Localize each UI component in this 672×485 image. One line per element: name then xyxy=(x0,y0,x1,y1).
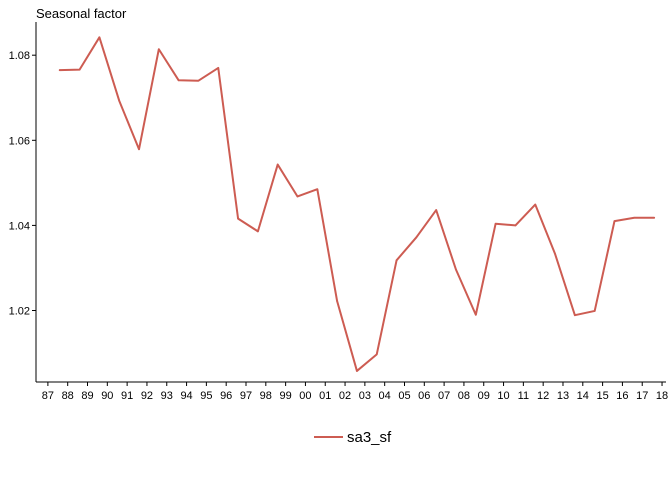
x-tick-label: 94 xyxy=(180,390,192,402)
data-point xyxy=(217,67,220,69)
x-tick-label: 17 xyxy=(636,390,648,402)
data-point xyxy=(276,163,279,166)
data-point xyxy=(613,220,616,222)
x-tick-label: 97 xyxy=(240,390,252,402)
x-tick-label: 92 xyxy=(141,390,153,402)
data-point xyxy=(574,314,576,316)
x-tick-label: 98 xyxy=(260,390,272,402)
x-tick-label: 06 xyxy=(418,390,430,402)
data-point xyxy=(138,148,140,151)
x-tick-label: 12 xyxy=(537,390,549,402)
data-point xyxy=(296,195,299,198)
x-tick-label: 15 xyxy=(596,390,608,402)
x-tick-label: 05 xyxy=(398,390,410,402)
y-tick-label: 1.04 xyxy=(9,220,30,232)
data-point xyxy=(316,188,319,191)
data-point xyxy=(514,224,517,227)
x-tick-label: 11 xyxy=(518,390,529,402)
x-tick-label: 89 xyxy=(81,390,93,402)
x-tick-label: 87 xyxy=(42,390,54,402)
x-tick-label: 13 xyxy=(557,390,569,402)
data-point xyxy=(197,79,200,82)
data-point xyxy=(554,253,556,255)
x-tick-label: 08 xyxy=(458,390,470,402)
x-tick-label: 95 xyxy=(200,390,212,402)
data-point xyxy=(395,259,398,262)
x-axis: 87 88 89 90 91 92 93 94 95 96 97 98 99 00 01 02 03 04 05 06… xyxy=(36,381,668,402)
y-axis: 1.02 1.04 1.06 1.08 xyxy=(9,22,37,382)
data-point xyxy=(455,268,457,271)
x-tick-label: 01 xyxy=(319,390,331,402)
x-tick-label: 88 xyxy=(62,390,74,402)
data-point xyxy=(257,230,259,233)
data-point xyxy=(475,313,477,316)
x-tick-label: 07 xyxy=(438,390,450,402)
x-tick-label: 00 xyxy=(299,390,311,402)
y-tick-label: 1.06 xyxy=(9,135,30,147)
data-point xyxy=(58,69,61,71)
data-point xyxy=(534,203,537,206)
x-tick-label: 93 xyxy=(161,390,173,402)
data-point xyxy=(494,222,497,225)
legend-label-sa3-sf: sa3_sf xyxy=(347,429,392,446)
data-point xyxy=(336,300,338,302)
data-point xyxy=(593,310,596,312)
y-axis-title: Seasonal factor xyxy=(36,6,127,21)
data-point xyxy=(118,99,121,102)
x-tick-label: 16 xyxy=(616,390,628,402)
series-layer xyxy=(58,36,656,372)
x-tick-label: 91 xyxy=(121,390,133,402)
data-point xyxy=(158,48,160,51)
y-tick-label: 1.02 xyxy=(9,306,30,318)
x-tick-label: 90 xyxy=(101,390,113,402)
x-tick-label: 18 xyxy=(656,390,668,402)
data-point xyxy=(237,217,239,220)
data-point xyxy=(356,370,358,372)
series-line-sa3-sf xyxy=(58,36,656,372)
data-point xyxy=(177,79,180,82)
x-tick-label: 04 xyxy=(379,390,391,402)
x-tick-label: 02 xyxy=(339,390,351,402)
data-point xyxy=(78,68,81,71)
x-tick-label: 10 xyxy=(497,390,509,402)
legend: sa3_sf xyxy=(314,429,392,446)
data-point xyxy=(435,209,437,211)
data-point xyxy=(98,36,101,39)
x-tick-label: 99 xyxy=(279,390,291,402)
data-point xyxy=(633,216,636,219)
data-point xyxy=(415,236,418,239)
y-tick-label: 1.08 xyxy=(9,50,30,62)
x-tick-label: 96 xyxy=(220,390,232,402)
data-point xyxy=(653,216,655,219)
x-tick-label: 03 xyxy=(359,390,371,402)
x-tick-label: 14 xyxy=(577,390,589,402)
x-tick-label: 09 xyxy=(478,390,490,402)
data-point xyxy=(375,353,378,356)
